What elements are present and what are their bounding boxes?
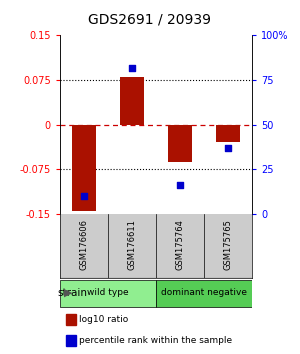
- Text: GSM176611: GSM176611: [128, 219, 136, 270]
- Bar: [216, 125, 240, 142]
- Text: wild type: wild type: [87, 288, 129, 297]
- Bar: [66, 335, 76, 346]
- Text: log10 ratio: log10 ratio: [79, 315, 128, 324]
- Text: GSM175765: GSM175765: [224, 219, 232, 270]
- Text: dominant negative: dominant negative: [161, 288, 247, 297]
- Text: GSM176606: GSM176606: [80, 219, 88, 270]
- Text: ▶: ▶: [64, 288, 72, 298]
- Text: GDS2691 / 20939: GDS2691 / 20939: [88, 12, 212, 27]
- Point: [226, 145, 230, 151]
- Bar: [120, 77, 144, 125]
- Bar: [168, 125, 192, 162]
- FancyBboxPatch shape: [60, 280, 156, 307]
- Text: GSM175764: GSM175764: [176, 219, 184, 270]
- Point: [130, 65, 134, 70]
- Point: [178, 182, 182, 188]
- FancyBboxPatch shape: [156, 280, 252, 307]
- Text: percentile rank within the sample: percentile rank within the sample: [79, 336, 232, 345]
- Text: strain: strain: [58, 288, 88, 298]
- Bar: [66, 314, 76, 325]
- Point: [82, 193, 86, 199]
- Bar: [72, 125, 96, 211]
